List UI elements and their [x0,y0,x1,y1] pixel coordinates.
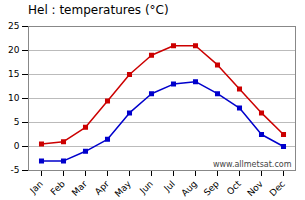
svg-text:0: 0 [14,141,20,151]
svg-text:25: 25 [8,21,19,31]
svg-text:Jun: Jun [137,179,155,197]
svg-text:Mar: Mar [70,178,89,197]
svg-text:May: May [113,178,134,199]
svg-text:10: 10 [8,93,20,103]
svg-text:15: 15 [8,69,19,79]
svg-text:Dec: Dec [268,179,287,198]
svg-text:Sep: Sep [202,179,221,198]
html-text:Hel : temperatures (°C): Hel : temperatures (°C) [28,3,169,17]
svg-text:www.allmetsat.com: www.allmetsat.com [213,160,292,169]
svg-text:-5: -5 [11,165,20,175]
svg-text:20: 20 [8,45,20,55]
svg-text:Feb: Feb [49,179,68,198]
svg-text:Aug: Aug [179,179,199,199]
svg-text:Nov: Nov [245,178,265,198]
svg-text:Apr: Apr [93,179,111,197]
svg-text:Oct: Oct [225,178,243,196]
svg-text:5: 5 [14,117,20,127]
svg-text:Jul: Jul [161,179,176,194]
svg-text:Jan: Jan [27,179,45,197]
